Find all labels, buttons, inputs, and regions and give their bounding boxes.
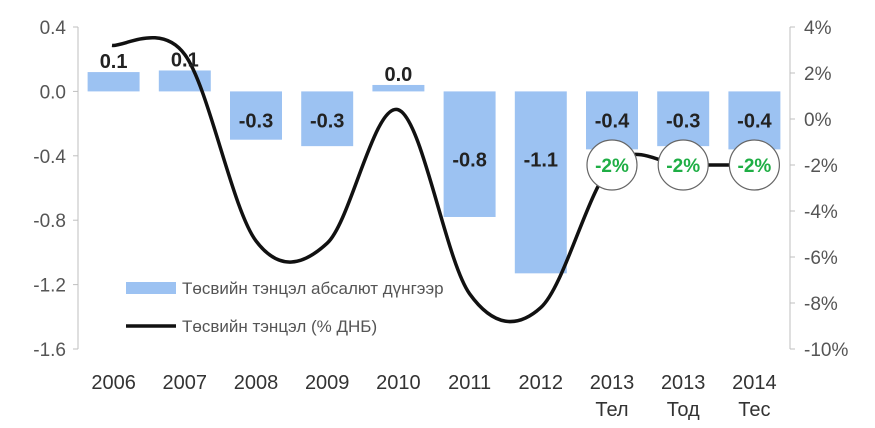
category-label: 2006 bbox=[91, 372, 136, 394]
right-tick-label: -8% bbox=[804, 294, 838, 315]
bar-data-label: -0.4 bbox=[595, 110, 630, 132]
bar-data-label: -0.8 bbox=[452, 149, 486, 171]
bar-data-label: 0.0 bbox=[384, 64, 412, 86]
category-label: 2011 bbox=[448, 372, 491, 394]
bar bbox=[158, 70, 211, 92]
right-tick-label: -6% bbox=[804, 248, 838, 269]
line-data-label: -2% bbox=[666, 156, 700, 177]
right-tick-label: -2% bbox=[804, 156, 838, 177]
category-label: Тес bbox=[738, 399, 770, 421]
left-tick-label: 0.0 bbox=[40, 82, 66, 103]
category-label: 2012 bbox=[519, 372, 564, 394]
line-label-bubble bbox=[728, 139, 781, 191]
left-tick-label: -0.4 bbox=[33, 147, 66, 168]
category-label: 2008 bbox=[234, 372, 279, 394]
line-label-bubble bbox=[586, 139, 638, 191]
line-label-bubble bbox=[657, 139, 709, 191]
bar-data-label: -1.1 bbox=[524, 149, 558, 171]
right-tick-label: 4% bbox=[804, 18, 832, 39]
bar-data-label: 0.1 bbox=[171, 49, 199, 71]
right-tick-label: -10% bbox=[804, 340, 848, 361]
bar bbox=[657, 91, 710, 147]
category-label: 2013 bbox=[590, 372, 635, 394]
category-label: Тод bbox=[667, 399, 700, 421]
line-data-label: -2% bbox=[738, 156, 772, 177]
bar bbox=[443, 91, 496, 217]
category-label: 2014 bbox=[732, 372, 777, 394]
right-tick-label: -4% bbox=[804, 202, 838, 223]
legend-bar-label: Төсвийн тэнцэл абсалют дүнгээр bbox=[182, 279, 444, 298]
category-label: 2013 bbox=[661, 372, 706, 394]
left-tick-label: -1.2 bbox=[33, 276, 66, 297]
line-data-label: -2% bbox=[595, 156, 629, 177]
legend-bar-swatch bbox=[126, 282, 176, 294]
bar-data-label: -0.3 bbox=[666, 110, 700, 132]
bar-data-label: 0.1 bbox=[100, 51, 128, 73]
legend-line-label: Төсвийн тэнцэл (% ДНБ) bbox=[182, 317, 377, 336]
left-tick-label: -1.6 bbox=[33, 340, 66, 361]
right-tick-label: 2% bbox=[804, 64, 832, 85]
left-tick-label: 0.4 bbox=[40, 18, 67, 39]
bar bbox=[230, 91, 282, 140]
bar-data-label: -0.3 bbox=[239, 110, 273, 132]
category-label: Тел bbox=[595, 399, 628, 421]
category-label: 2010 bbox=[376, 372, 421, 394]
left-tick-label: -0.8 bbox=[33, 211, 66, 232]
category-label: 2009 bbox=[305, 372, 350, 394]
bar bbox=[514, 91, 567, 274]
category-label: 2007 bbox=[163, 372, 208, 394]
bar-data-label: -0.3 bbox=[310, 110, 344, 132]
right-tick-label: 0% bbox=[804, 110, 832, 131]
bar bbox=[301, 91, 354, 147]
bar-data-label: -0.4 bbox=[737, 110, 772, 132]
bar bbox=[372, 84, 425, 92]
bar bbox=[87, 72, 140, 92]
